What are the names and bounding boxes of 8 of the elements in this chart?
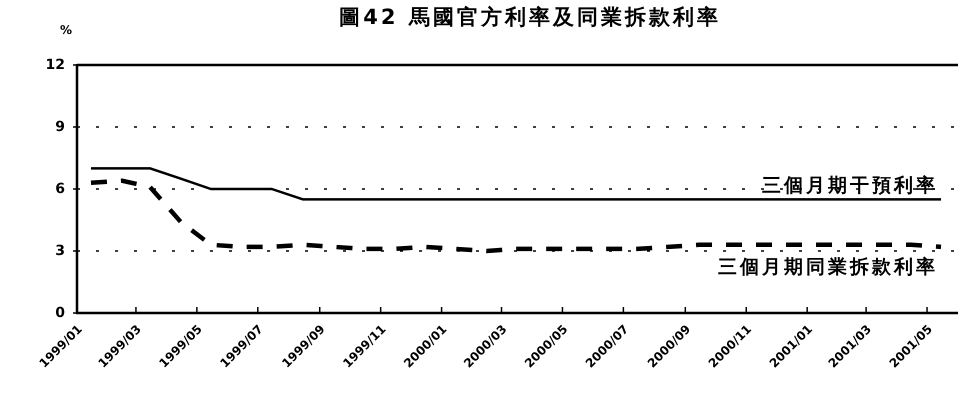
- y-tick-label: 3: [55, 243, 65, 259]
- y-tick-label: 12: [46, 57, 65, 73]
- y-tick-label: 0: [55, 305, 66, 321]
- series-label: 三個月期同業拆款利率: [718, 256, 938, 278]
- y-tick-label: 9: [55, 119, 65, 135]
- chart-title: 圖42 馬國官方利率及同業拆款利率: [339, 5, 721, 29]
- y-axis-title: %: [60, 23, 72, 37]
- y-tick-label: 6: [55, 181, 65, 197]
